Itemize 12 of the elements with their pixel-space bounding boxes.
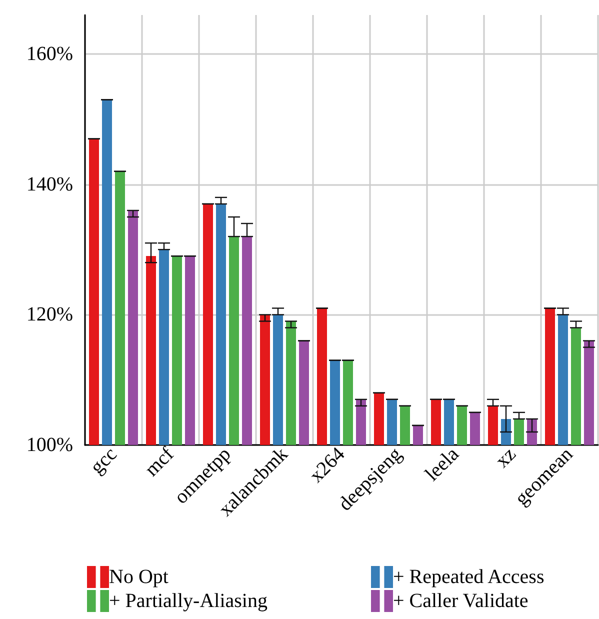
legend-label: + Repeated Access bbox=[393, 566, 544, 588]
x-tick-label: gcc bbox=[86, 443, 122, 478]
y-tick-label: 160% bbox=[26, 43, 73, 66]
x-tick-label: mcf bbox=[140, 442, 179, 481]
x-tick-label: leela bbox=[421, 443, 464, 486]
y-tick-label: 100% bbox=[26, 434, 73, 456]
legend-label: + Caller Validate bbox=[393, 590, 528, 612]
y-tick-label: 140% bbox=[26, 173, 73, 196]
x-tick-label: xz bbox=[491, 443, 520, 472]
y-tick-label: 120% bbox=[26, 304, 73, 326]
legend-label: No Opt bbox=[109, 566, 169, 588]
legend-label: + Partially-Aliasing bbox=[109, 590, 268, 612]
